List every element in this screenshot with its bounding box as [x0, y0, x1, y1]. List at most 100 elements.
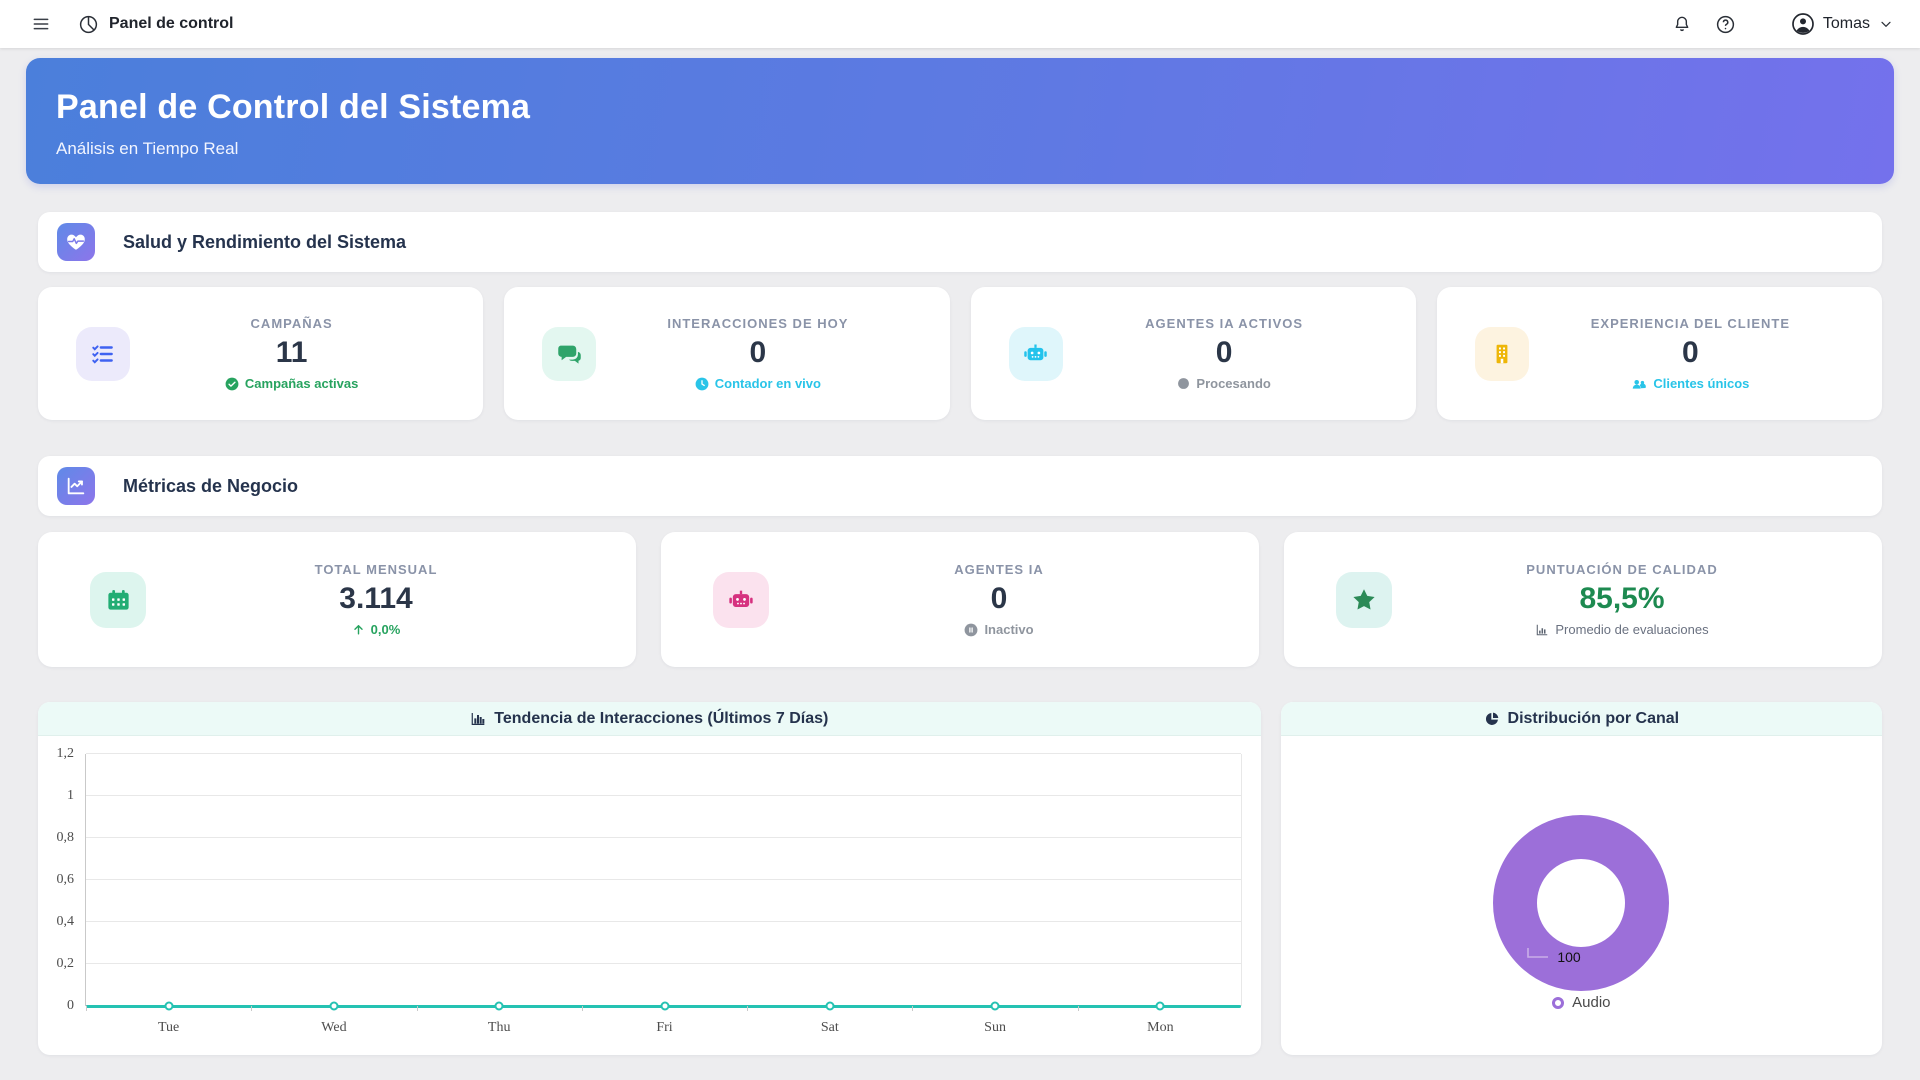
x-axis-tick: [581, 1006, 583, 1011]
stat-value: 3.114: [339, 582, 413, 615]
donut-ring: [1493, 815, 1670, 991]
pie-icon: [1484, 711, 1500, 727]
chevron-down-icon: [1878, 16, 1894, 32]
donut-data-label: 100: [1525, 948, 1581, 965]
breadcrumb: Panel de control: [78, 14, 233, 35]
business-stats-row: TOTAL MENSUAL 3.114 0,0% AGENTES IA 0: [38, 532, 1882, 667]
legend-ring-icon: [1552, 996, 1565, 1009]
x-axis-tick: [1077, 1006, 1079, 1011]
channel-chart-title: Distribución por Canal: [1507, 709, 1680, 727]
charts-row: Tendencia de Interacciones (Últimos 7 Dí…: [38, 702, 1882, 1055]
data-point-marker: [1155, 1001, 1165, 1011]
y-axis-tick-label: 0,4: [56, 914, 75, 929]
x-axis-tick: [747, 1006, 749, 1011]
stat-card-interactions: INTERACCIONES DE HOY 0 Contador en vivo: [504, 287, 950, 420]
data-point-marker: [990, 1001, 1000, 1011]
stat-card-customer-experience: EXPERIENCIA DEL CLIENTE 0 Clientes único…: [1436, 287, 1882, 420]
y-axis-tick-label: 0,6: [56, 872, 75, 887]
stat-label: AGENTES IA: [954, 562, 1044, 577]
check-circle-icon: [225, 377, 239, 391]
stat-card-campaigns: CAMPAÑAS 11 Campañas activas: [38, 287, 484, 420]
health-stats-row: CAMPAÑAS 11 Campañas activas INTERACCION…: [38, 287, 1882, 420]
stat-label: TOTAL MENSUAL: [314, 562, 438, 577]
x-axis-tick-label: Sat: [820, 1020, 839, 1035]
checklist-icon: [76, 326, 130, 381]
evaluations-chart-icon: [1535, 623, 1549, 637]
menu-button[interactable]: [26, 9, 56, 39]
bell-icon: [1672, 14, 1692, 34]
pause-circle-icon: [964, 623, 978, 637]
x-axis-tick: [86, 1006, 87, 1011]
trend-chart-card: Tendencia de Interacciones (Últimos 7 Dí…: [38, 702, 1261, 1055]
stat-value: 85,5%: [1579, 582, 1665, 615]
gridline: [86, 879, 1241, 880]
stat-label: CAMPAÑAS: [250, 316, 333, 331]
x-axis-tick: [912, 1006, 914, 1011]
stat-value: 0: [749, 336, 767, 369]
legend-item-audio[interactable]: Audio: [1552, 994, 1611, 1011]
hero-banner: Panel de Control del Sistema Análisis en…: [26, 58, 1894, 184]
data-point-marker: [329, 1001, 339, 1011]
hero-title: Panel de Control del Sistema: [56, 88, 531, 126]
notifications-button[interactable]: [1667, 9, 1697, 39]
data-point-marker: [825, 1001, 835, 1011]
y-axis-tick-label: 0,8: [56, 830, 75, 845]
channel-chart-card: Distribución por Canal 100 Audio: [1280, 702, 1882, 1055]
stat-value: 0: [990, 582, 1008, 615]
help-button[interactable]: [1711, 9, 1741, 39]
stat-value: 0: [1215, 336, 1233, 369]
x-axis-tick-label: Fri: [656, 1020, 673, 1035]
stat-label: AGENTES IA ACTIVOS: [1145, 316, 1304, 331]
section-title-business: Métricas de Negocio: [123, 475, 299, 496]
robot-icon: [1008, 326, 1063, 381]
stat-card-ai-agents: AGENTES IA 0 Inactivo: [661, 532, 1259, 667]
gridline: [86, 963, 1241, 964]
x-axis-tick: [251, 1006, 253, 1011]
gridline: [86, 795, 1241, 796]
y-axis-tick-label: 1,2: [56, 746, 75, 761]
x-axis-tick: [416, 1006, 418, 1011]
stat-label: EXPERIENCIA DEL CLIENTE: [1590, 316, 1790, 331]
donut-value: 100: [1557, 949, 1581, 965]
stat-card-monthly-total: TOTAL MENSUAL 3.114 0,0%: [38, 532, 636, 667]
user-avatar-icon: [1791, 12, 1815, 36]
x-axis-tick-label: Mon: [1147, 1020, 1174, 1035]
stat-status-text: Clientes únicos: [1653, 376, 1750, 391]
stat-value: 11: [275, 336, 308, 369]
user-menu[interactable]: Tomas: [1791, 12, 1894, 36]
gridline: [86, 753, 1241, 754]
legend-label: Audio: [1572, 994, 1611, 1011]
menu-icon: [31, 14, 51, 34]
x-axis-tick-label: Wed: [321, 1020, 347, 1035]
donut-legend: Audio: [1281, 994, 1882, 1011]
bar-chart-icon: [470, 711, 486, 727]
chat-bubbles-icon: [542, 326, 597, 381]
data-point-marker: [164, 1001, 174, 1011]
stat-status-text: Inactivo: [984, 622, 1034, 637]
gridline: [86, 921, 1241, 922]
users-icon: [1631, 377, 1647, 391]
y-axis-tick-label: 0,2: [56, 956, 75, 971]
stat-label: PUNTUACIÓN DE CALIDAD: [1526, 562, 1718, 577]
calendar-icon: [90, 571, 146, 628]
stat-status-text: Contador en vivo: [714, 376, 821, 391]
help-icon: [1715, 14, 1736, 35]
user-name: Tomas: [1822, 15, 1870, 32]
trend-chart-header: Tendencia de Interacciones (Últimos 7 Dí…: [38, 702, 1261, 736]
section-header-health: Salud y Rendimiento del Sistema: [38, 212, 1882, 272]
stat-status-text: 0,0%: [370, 622, 401, 637]
x-axis-tick-label: Thu: [487, 1020, 511, 1035]
stat-card-quality-score: PUNTUACIÓN DE CALIDAD 85,5% Promedio de …: [1284, 532, 1882, 667]
data-point-marker: [494, 1001, 504, 1011]
building-icon: [1474, 326, 1529, 381]
channel-donut-chart: 100 Audio: [1281, 736, 1882, 1055]
trend-chart-title: Tendencia de Interacciones (Últimos 7 Dí…: [494, 709, 829, 727]
y-axis-tick-label: 1: [67, 788, 74, 803]
x-axis-tick-label: Tue: [158, 1020, 180, 1035]
processing-dot-icon: [1177, 377, 1190, 390]
trend-line-chart: 0 0,2 0,4 0,6 0,8 1 1,2 Tue Wed Thu Fri Sat Sun Mon: [57, 746, 1242, 1035]
data-point-marker: [660, 1001, 669, 1011]
heart-pulse-icon: [57, 223, 95, 261]
stat-value: 0: [1682, 336, 1699, 369]
